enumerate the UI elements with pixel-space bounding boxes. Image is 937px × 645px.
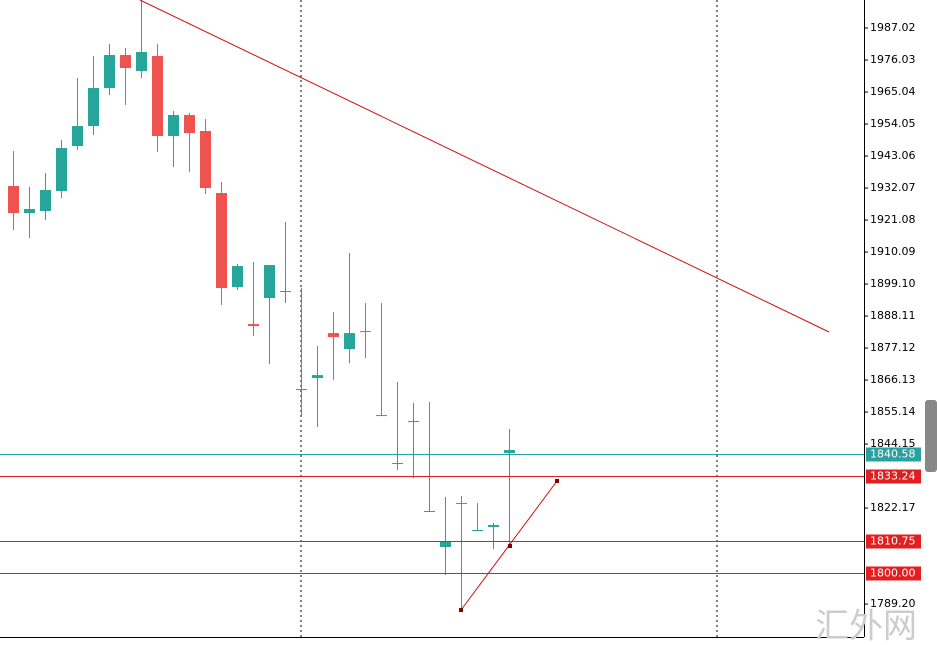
y-tick-label: 1877.12	[870, 341, 916, 354]
price-level-tag	[866, 469, 921, 484]
candle-body	[200, 131, 211, 189]
price-level-label: 1833.24	[870, 470, 916, 483]
candle-body	[120, 55, 131, 69]
y-tick-label: 1965.04	[870, 85, 916, 98]
candle-body	[24, 209, 35, 214]
candle-body	[184, 115, 195, 134]
trend-point	[508, 544, 512, 548]
y-tick-label: 1844.15	[870, 437, 916, 450]
y-tick-label: 1943.06	[870, 149, 916, 162]
candle-body	[168, 115, 179, 137]
candle-body	[280, 291, 291, 293]
y-tick-label: 1855.14	[870, 405, 916, 418]
candle-body	[376, 415, 387, 417]
candle-body	[104, 55, 115, 89]
price-level-tag	[866, 447, 921, 462]
candle-body	[136, 52, 147, 72]
price-level-tag	[866, 566, 921, 581]
trend-point	[459, 608, 463, 612]
candle-body	[504, 450, 515, 454]
y-tick-label: 1822.17	[870, 501, 916, 514]
y-tick-label: 1954.05	[870, 117, 916, 130]
candle-body	[328, 333, 339, 338]
y-tick-label: 1910.09	[870, 245, 916, 258]
candle-body	[312, 375, 323, 379]
candle-body	[456, 502, 467, 504]
scroll-widget[interactable]	[925, 400, 937, 472]
watermark: 汇外网	[815, 607, 917, 645]
candle-body	[152, 56, 163, 137]
candle-body	[296, 389, 307, 391]
y-tick-label: 1987.02	[870, 21, 916, 34]
candle-body	[248, 324, 259, 327]
y-tick-label: 1899.10	[870, 277, 916, 290]
candle-body	[40, 190, 51, 212]
candle-body	[232, 266, 243, 288]
y-tick-label: 1932.07	[870, 181, 916, 194]
candle-body	[408, 421, 419, 423]
candle-body	[440, 540, 451, 547]
y-tick-label: 1888.11	[870, 309, 916, 322]
price-level-tag	[866, 534, 921, 549]
y-tick-label: 1921.08	[870, 213, 916, 226]
candle-body	[264, 265, 275, 299]
price-level-label: 1840.58	[870, 448, 916, 461]
y-tick-label: 1789.20	[870, 597, 916, 610]
candle-body	[424, 510, 435, 512]
candle-body	[56, 148, 67, 192]
y-tick-label: 1866.13	[870, 373, 916, 386]
candle-body	[488, 525, 499, 527]
candle-body	[360, 331, 371, 333]
candle-body	[344, 333, 355, 350]
candle-body	[72, 126, 83, 147]
candle-body	[88, 88, 99, 127]
candle-body	[8, 186, 19, 214]
price-level-label: 1800.00	[870, 567, 916, 580]
y-tick-label: 1976.03	[870, 53, 916, 66]
price-level-label: 1810.75	[870, 535, 916, 548]
candle-body	[392, 463, 403, 465]
trend-line	[139, 0, 830, 333]
trend-point	[555, 479, 559, 483]
candle-body	[216, 193, 227, 289]
candle-body	[472, 529, 483, 532]
